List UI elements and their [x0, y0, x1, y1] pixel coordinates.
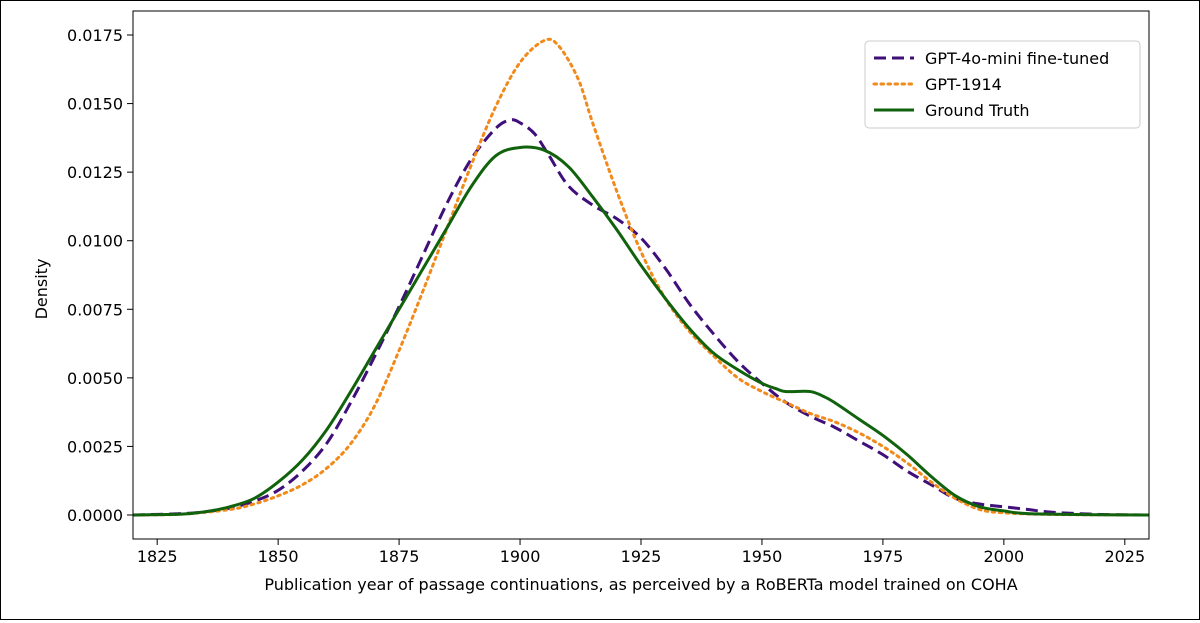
y-tick-label: 0.0150 — [67, 95, 123, 114]
series-layer — [133, 37, 1149, 517]
legend-label-2: Ground Truth — [925, 101, 1030, 120]
x-axis-ticks: 1825 1850 1875 1900 1925 1950 1975 2000 2025 — [137, 539, 1145, 566]
y-tick-label: 0.0125 — [67, 163, 123, 182]
legend-label-1: GPT-1914 — [925, 75, 1002, 94]
x-tick-label: 1975 — [863, 547, 904, 566]
x-tick-label: 2025 — [1104, 547, 1145, 566]
series-line-2 — [133, 145, 1149, 517]
y-tick-label: 0.0025 — [67, 437, 123, 456]
x-tick-label: 1900 — [500, 547, 541, 566]
x-tick-label: 1850 — [258, 547, 299, 566]
x-tick-label: 2000 — [983, 547, 1024, 566]
x-tick-label: 1950 — [742, 547, 783, 566]
y-tick-label: 0.0050 — [67, 369, 123, 388]
y-axis-label: Density — [32, 259, 51, 320]
legend: GPT-4o-mini fine-tuned GPT-1914 Ground Tru… — [864, 40, 1141, 129]
x-tick-label: 1825 — [137, 547, 178, 566]
y-tick-label: 0.0175 — [67, 26, 123, 45]
series-line-1 — [133, 37, 1149, 517]
x-tick-label: 1925 — [621, 547, 662, 566]
y-tick-label: 0.0075 — [67, 300, 123, 319]
series-line-0 — [133, 118, 1149, 517]
y-axis-ticks: 0.0000 0.0025 0.0050 0.0075 0.0100 0.0125 0.01… — [67, 26, 133, 525]
y-tick-label: 0.0100 — [67, 232, 123, 251]
x-axis-label: Publication year of passage continuation… — [264, 575, 1017, 594]
legend-label-0: GPT-4o-mini fine-tuned — [925, 49, 1109, 68]
x-tick-label: 1875 — [379, 547, 420, 566]
legend-box — [864, 40, 1141, 129]
y-tick-label: 0.0000 — [67, 506, 123, 525]
